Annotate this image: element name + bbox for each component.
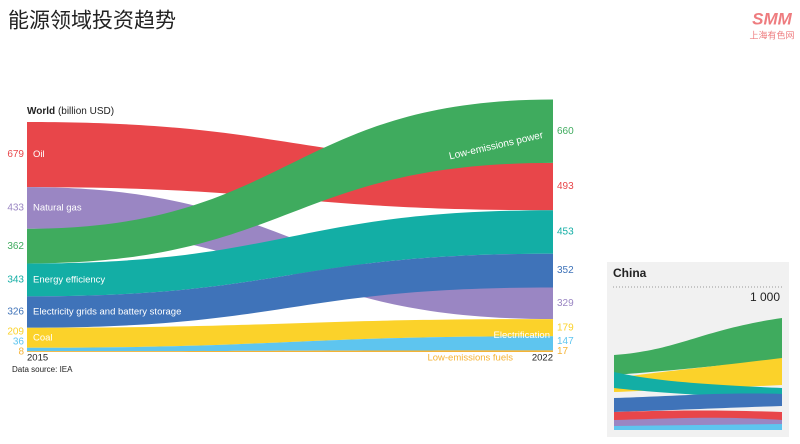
series-label: Energy efficiency [33, 274, 105, 285]
value-label: 17 [557, 346, 569, 357]
inset-band [614, 410, 782, 420]
band [27, 350, 553, 352]
x-tick-label: 2022 [532, 353, 553, 364]
value-label: 36 [13, 336, 25, 347]
band [27, 336, 553, 352]
band [27, 99, 553, 264]
value-label: 8 [18, 346, 24, 357]
value-label: 362 [7, 241, 24, 252]
inset-band [614, 417, 782, 426]
value-label: 147 [557, 336, 574, 347]
logo-name: 上海有色网 [749, 29, 794, 40]
x-tick-label: 2015 [27, 353, 48, 364]
bands [27, 99, 553, 352]
logo-brand: SMM [752, 9, 793, 28]
value-label: 352 [557, 265, 574, 276]
value-label: 343 [7, 275, 24, 286]
value-label: 453 [557, 227, 574, 238]
value-label: 660 [557, 126, 574, 137]
inset-band [614, 318, 782, 375]
inset-band [614, 372, 782, 398]
value-label: 209 [7, 326, 24, 337]
inset-band [614, 393, 782, 412]
value-label: 433 [7, 203, 24, 214]
band [27, 253, 553, 328]
series-label: Electricity grids and battery storage [33, 307, 181, 318]
source: Data source: IEA [12, 365, 73, 374]
subtitle-bold: World [27, 106, 55, 117]
value-label: 179 [557, 322, 574, 333]
band [27, 210, 553, 297]
inset-title: China [613, 266, 647, 280]
series-label: Coal [33, 332, 53, 343]
value-label: 493 [557, 181, 574, 192]
chart-title: 能源领域投资趋势 [8, 10, 176, 33]
subtitle-unit: (billion USD) [58, 106, 114, 117]
series-label: Oil [33, 149, 45, 160]
subtitle: World (billion USD) [27, 106, 114, 117]
series-label: Electrification [494, 330, 551, 341]
value-label: 326 [7, 307, 24, 318]
series-label: Natural gas [33, 202, 82, 213]
value-label: 329 [557, 298, 574, 309]
series-label: Low-emissions fuels [427, 353, 513, 364]
inset-band [614, 424, 782, 430]
band [27, 319, 553, 348]
inset-label: 1 000 [750, 290, 780, 304]
value-label: 679 [7, 149, 24, 160]
china-inset: China 1 000 [607, 262, 789, 437]
